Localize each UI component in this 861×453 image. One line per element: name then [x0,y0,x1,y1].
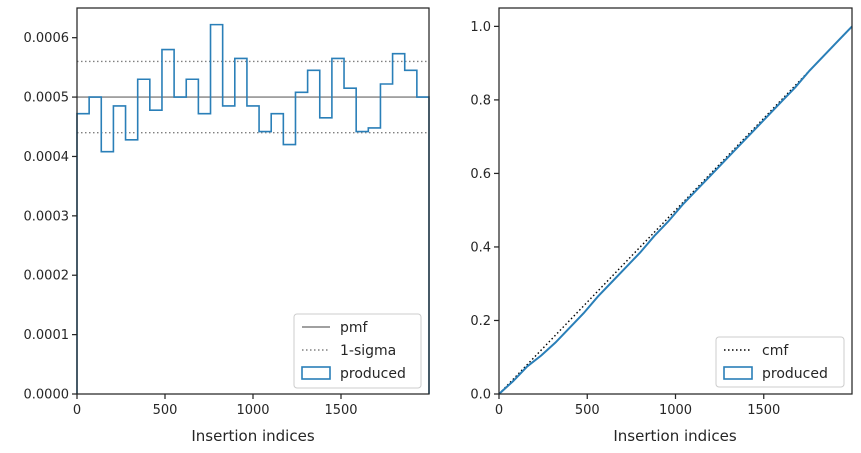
produced-histogram-step [76,23,430,394]
produced-cumulative-line [498,25,853,395]
legend-label: pmf [340,320,369,336]
legend-label: produced [762,366,828,382]
cmf-panel: 0 500 1000 1500 0.0 0.2 0.4 0.6 0.8 1.0 Insertio… [470,7,853,445]
y-tick-label: 1.0 [470,20,491,35]
legend-label: produced [340,366,406,382]
x-tick-label: 0 [495,403,503,418]
y-tick-label: 0.8 [470,93,491,108]
pmf-histogram-panel: 0 500 1000 1500 0.0000 0.0001 0.0002 0.0003 0.0… [24,7,430,445]
legend-swatch-produced [301,366,331,380]
y-tick-label: 0.0005 [24,91,70,106]
x-axis-label: Insertion indices [191,427,314,445]
x-tick-label: 0 [73,403,81,418]
legend-label: cmf [762,343,789,359]
x-tick-label: 1500 [747,403,780,418]
y-tick-label: 0.4 [470,240,491,255]
cmf-line [498,25,853,395]
y-tick-label: 0.0002 [24,269,70,284]
y-tick-label: 0.0006 [24,31,70,46]
y-tick-label: 0.0 [470,388,491,403]
x-tick-label: 500 [575,403,600,418]
legend-box [293,313,422,389]
x-tick-label: 1000 [236,403,269,418]
legend-label: 1-sigma [340,343,396,359]
y-tick-label: 0.2 [470,314,491,329]
y-tick-label: 0.0001 [24,328,70,343]
x-tick-label: 1500 [324,403,357,418]
x-axis-label: Insertion indices [613,427,736,445]
y-tick-label: 0.0003 [24,209,70,224]
legend: pmf 1-sigma produced [293,313,422,389]
y-tick-label: 0.0004 [24,150,70,165]
y-tick-label: 0.6 [470,167,491,182]
legend-swatch-produced [723,366,753,380]
x-tick-label: 500 [153,403,178,418]
plot-area [499,8,852,394]
y-tick-label: 0.0000 [24,388,70,403]
x-tick-label: 1000 [659,403,692,418]
legend: cmf produced [715,336,845,388]
